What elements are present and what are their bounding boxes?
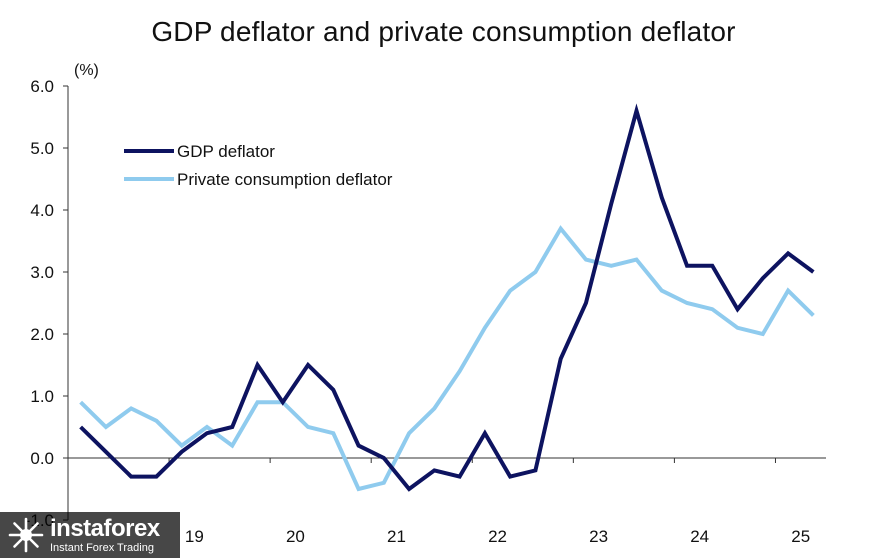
series-line-gdp-deflator [79, 103, 815, 492]
chart-title: GDP deflator and private consumption def… [151, 16, 736, 47]
watermark-tagline: Instant Forex Trading [50, 541, 154, 554]
y-tick-label: 2.0 [30, 325, 54, 344]
x-tick-label: 25 [791, 527, 810, 546]
series-line-private-consumption-deflator [79, 225, 815, 492]
y-axis-ticks: -1.00.01.02.03.04.05.06.0 [25, 77, 68, 530]
x-tick-label: 19 [185, 527, 204, 546]
chart-axes: (%) [67, 62, 826, 520]
instaforex-logo-icon [8, 517, 44, 553]
y-axis-unit-label: (%) [74, 62, 99, 79]
y-tick-label: 6.0 [30, 77, 54, 96]
x-tick-label: 20 [286, 527, 305, 546]
series-layer [79, 103, 815, 492]
y-tick-label: 3.0 [30, 263, 54, 282]
y-tick-label: 0.0 [30, 449, 54, 468]
x-tick-label: 21 [387, 527, 406, 546]
y-tick-label: 4.0 [30, 201, 54, 220]
x-tick-label: 23 [589, 527, 608, 546]
legend-label-private-consumption-deflator: Private consumption deflator [177, 170, 393, 189]
x-tick-label: 24 [690, 527, 709, 546]
watermark: instaforex Instant Forex Trading [0, 512, 180, 558]
y-tick-label: 1.0 [30, 387, 54, 406]
legend: GDP deflator Private consumption deflator [124, 142, 393, 189]
legend-label-gdp-deflator: GDP deflator [177, 142, 275, 161]
y-tick-label: 5.0 [30, 139, 54, 158]
watermark-brand: instaforex [50, 514, 160, 542]
x-axis-ticks: 19 20 21 22 23 24 25 [168, 458, 810, 546]
x-tick-label: 22 [488, 527, 507, 546]
